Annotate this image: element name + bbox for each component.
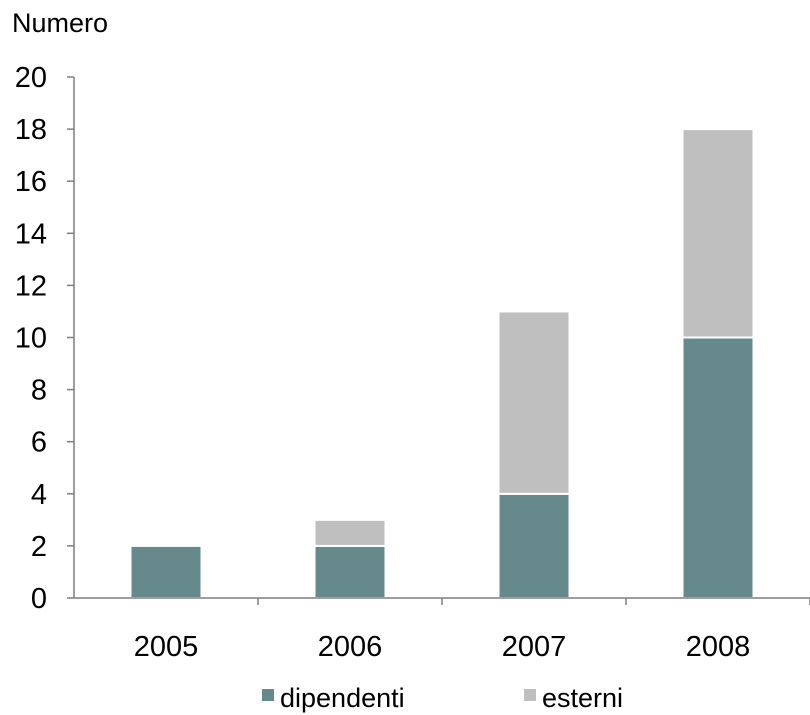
bar-esterni-2006 [313, 518, 387, 547]
bar-esterni-2007 [497, 310, 571, 495]
x-tick-label: 2007 [502, 631, 567, 663]
bar-esterni-2008 [681, 128, 755, 339]
y-axis-ticks: 0 2 4 6 8 10 12 14 16 18 20 [15, 62, 74, 615]
bars [129, 128, 755, 600]
y-tick-label: 6 [31, 427, 47, 459]
y-tick-label: 0 [31, 583, 47, 615]
x-tick-label: 2005 [134, 631, 199, 663]
legend-label-esterni: esterni [542, 683, 623, 713]
y-tick-label: 14 [15, 218, 47, 250]
bar-dipendenti-2005 [129, 544, 203, 600]
x-axis-ticks: 2005 2006 2007 2008 [134, 598, 810, 663]
legend-label-dipendenti: dipendenti [280, 683, 405, 713]
y-tick-label: 4 [31, 479, 47, 511]
y-tick-label: 18 [15, 114, 47, 146]
x-tick-label: 2008 [686, 631, 751, 663]
x-tick-label: 2006 [318, 631, 383, 663]
y-tick-label: 8 [31, 375, 47, 407]
y-tick-label: 20 [15, 62, 47, 94]
y-axis-label: Numero [12, 8, 108, 38]
bar-dipendenti-2006 [313, 544, 387, 600]
y-tick-label: 16 [15, 166, 47, 198]
legend: dipendenti esterni [262, 683, 623, 713]
y-tick-label: 10 [15, 323, 47, 355]
bar-dipendenti-2007 [497, 492, 571, 599]
y-tick-label: 12 [15, 270, 47, 302]
legend-swatch-esterni [524, 689, 536, 701]
y-tick-label: 2 [31, 531, 47, 563]
legend-swatch-dipendenti [262, 689, 274, 701]
bar-dipendenti-2008 [681, 336, 755, 599]
